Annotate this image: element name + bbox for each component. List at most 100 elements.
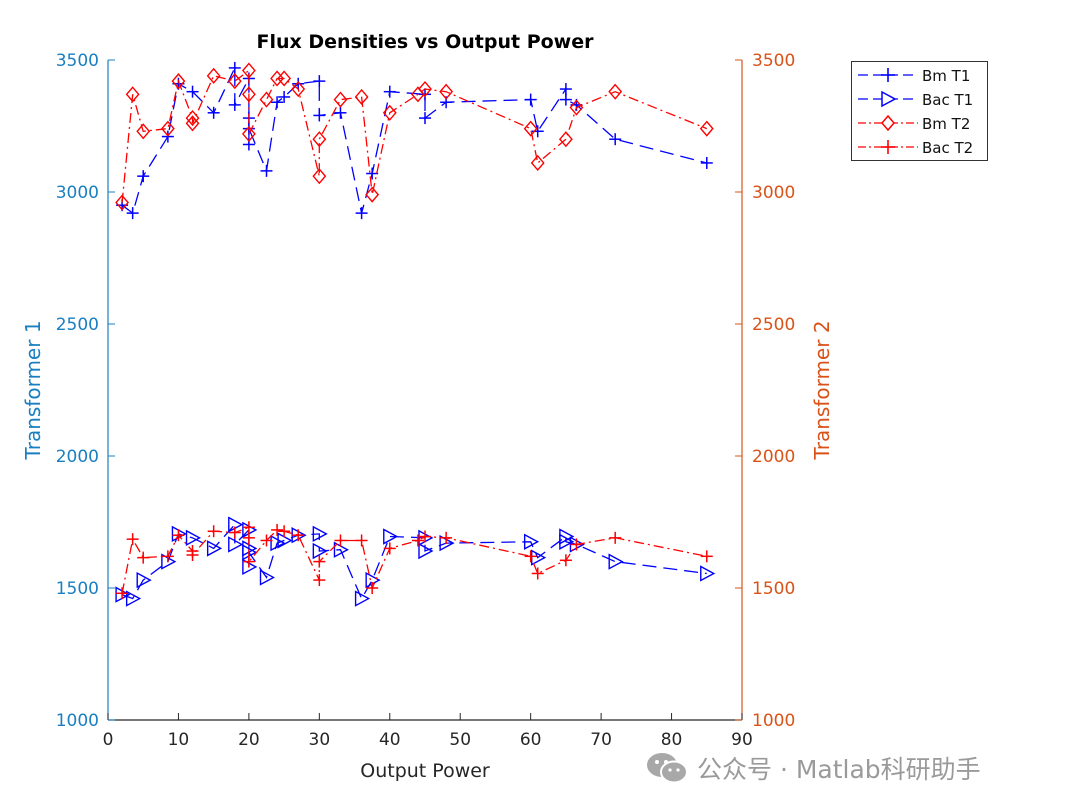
data-point-bac-t2 — [440, 531, 453, 544]
data-point-bm-t2 — [115, 194, 130, 211]
data-point-bac-t1 — [312, 525, 328, 543]
data-point-bm-t2 — [171, 73, 186, 90]
data-point-bm-t2 — [160, 120, 175, 137]
data-point-bac-t1 — [206, 540, 223, 557]
data-point-bm-t2 — [241, 62, 256, 79]
data-point-bm-t1 — [313, 75, 326, 88]
x-tick-label: 20 — [238, 730, 260, 750]
legend-label-bac-t2: Bac T2 — [922, 139, 974, 157]
data-point-bm-t2 — [569, 99, 584, 116]
series-line-bm-t1 — [121, 67, 707, 215]
y-tick-right-label: 1000 — [752, 711, 795, 731]
data-point-bm-t1 — [419, 88, 431, 101]
data-point-bac-t2 — [292, 529, 305, 542]
data-point-bm-t2 — [136, 123, 151, 140]
data-point-bac-t2 — [559, 554, 572, 567]
x-tick-label: 30 — [309, 730, 331, 750]
data-point-bm-t1 — [700, 156, 713, 169]
legend-item-bm-t1: Bm T1 — [852, 63, 989, 87]
data-point-bac-t2 — [242, 555, 255, 568]
data-point-bac-t2 — [570, 538, 583, 551]
data-point-bac-t2 — [172, 529, 185, 542]
data-point-bm-t2 — [523, 120, 538, 137]
legend-swatch-bac-t1 — [858, 90, 918, 108]
legend-swatch-bac-t2 — [858, 140, 918, 154]
data-point-bm-t2 — [312, 131, 327, 148]
y-axis-left-label: Transformer 1 — [21, 320, 45, 460]
data-point-bm-t1 — [334, 106, 347, 119]
data-point-bac-t2 — [334, 534, 347, 547]
data-point-bm-t1 — [126, 207, 139, 220]
data-point-bm-t2 — [558, 131, 573, 148]
y-tick-left-label: 2000 — [56, 447, 99, 467]
x-tick-label: 40 — [379, 730, 401, 750]
chart-title: Flux Densities vs Output Power — [257, 31, 595, 53]
data-point-bac-t1 — [125, 590, 142, 607]
data-point-bac-t2 — [313, 574, 326, 587]
data-point-bm-t2 — [241, 86, 256, 103]
legend-label-bm-t1: Bm T1 — [922, 67, 971, 85]
legend-label-bac-t1: Bac T1 — [922, 91, 974, 109]
data-point-bac-t2 — [366, 582, 379, 594]
data-point-bac-t1 — [608, 553, 624, 570]
data-point-bm-t1 — [313, 109, 326, 122]
data-point-bac-t2 — [260, 534, 273, 547]
watermark-text: 公众号 · Matlab科研助手 — [697, 755, 981, 784]
legend-item-bm-t2: Bm T2 — [852, 111, 989, 135]
data-point-bm-t2 — [259, 91, 274, 108]
data-point-bm-t1 — [559, 83, 572, 96]
data-point-bac-t2 — [355, 534, 368, 547]
data-point-bm-t2 — [354, 88, 369, 106]
data-point-bac-t2 — [186, 549, 199, 561]
y-tick-right-label: 3500 — [752, 51, 795, 71]
data-point-bac-t2 — [383, 542, 396, 555]
y-tick-left-label: 1500 — [56, 579, 99, 599]
data-point-bm-t2 — [699, 120, 714, 137]
data-point-bm-t2 — [185, 115, 200, 132]
watermark: 公众号 · Matlab科研助手 — [645, 750, 981, 786]
data-point-bac-t1 — [185, 529, 202, 547]
x-tick-label: 60 — [520, 730, 542, 750]
data-point-bm-t2 — [333, 91, 348, 108]
data-point-bm-t2 — [530, 154, 545, 172]
data-point-bm-t1 — [137, 170, 150, 183]
data-point-bac-t1 — [523, 533, 540, 550]
data-point-bac-t2 — [228, 526, 241, 539]
y-tick-left-label: 1000 — [56, 711, 99, 731]
data-point-bac-t2 — [137, 551, 150, 564]
data-point-bac-t1 — [259, 569, 275, 586]
data-point-bm-t2 — [270, 70, 284, 87]
data-point-bac-t2 — [531, 567, 544, 580]
wechat-icon — [647, 753, 688, 784]
x-tick-label: 50 — [449, 730, 471, 750]
plot-area — [115, 61, 716, 607]
data-point-bm-t1 — [186, 85, 199, 98]
data-point-bac-t1 — [312, 542, 328, 560]
data-point-bac-t1 — [136, 571, 152, 589]
data-point-bm-t1 — [260, 164, 273, 177]
data-point-bm-t2 — [185, 110, 200, 127]
y-tick-left-label: 2500 — [56, 315, 99, 335]
data-point-bm-t2 — [277, 70, 292, 87]
data-point-bac-t2 — [411, 534, 424, 547]
y-tick-right-label: 2500 — [752, 315, 795, 335]
legend-label-bm-t2: Bm T2 — [922, 115, 971, 133]
data-point-bm-t2 — [312, 168, 327, 185]
data-point-bm-t1 — [207, 106, 220, 119]
x-axis-label: Output Power — [360, 760, 490, 782]
data-point-bm-t2 — [241, 125, 256, 142]
data-point-bac-t2 — [126, 533, 139, 546]
data-point-bm-t1 — [355, 207, 368, 220]
y-tick-right-label: 3000 — [752, 183, 795, 203]
data-point-bac-t1 — [700, 565, 716, 582]
data-point-bm-t2 — [206, 67, 221, 84]
data-point-bac-t2 — [524, 550, 537, 563]
data-point-bm-t1 — [609, 133, 622, 146]
data-point-bac-t1 — [418, 542, 434, 560]
data-point-bm-t2 — [439, 83, 454, 100]
x-tick-label: 90 — [731, 730, 753, 750]
legend-swatch-bm-t1 — [858, 68, 918, 82]
data-point-bm-t2 — [125, 86, 140, 103]
data-point-bm-t1 — [271, 96, 284, 109]
data-point-bac-t1 — [559, 533, 575, 550]
